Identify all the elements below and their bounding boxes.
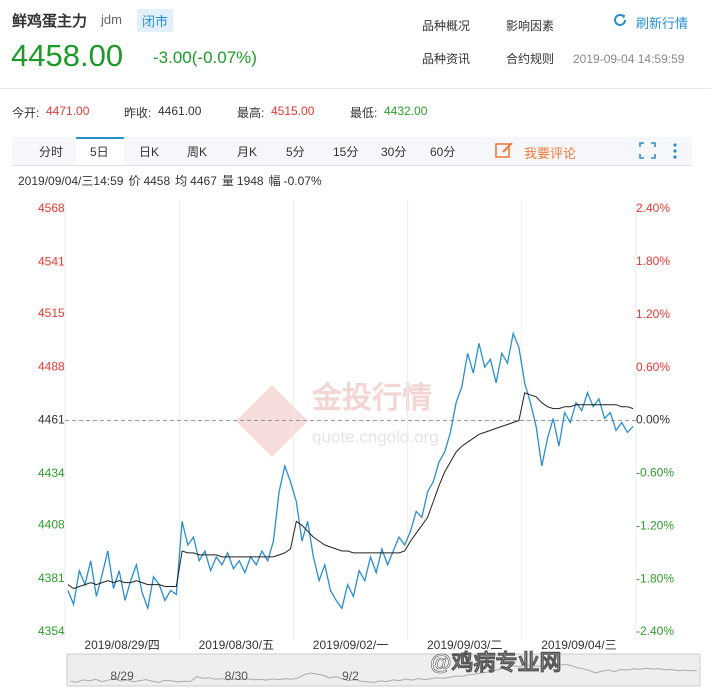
y2-tick-label: -1.80% bbox=[636, 571, 674, 585]
y2-tick-label: -2.40% bbox=[636, 624, 674, 638]
code: jdm bbox=[101, 12, 122, 27]
x-tick-label: 2019/09/02/一 bbox=[313, 638, 388, 652]
price: 4458.00 bbox=[11, 38, 124, 73]
y-tick-label: 4541 bbox=[38, 255, 65, 269]
link[interactable]: 品种概况 bbox=[422, 19, 471, 33]
tab[interactable]: 分时 bbox=[39, 145, 64, 159]
active-tab[interactable] bbox=[76, 137, 124, 165]
info-item: 量 bbox=[221, 174, 234, 188]
y-tick-label: 4515 bbox=[38, 306, 65, 320]
info-item: 4467 bbox=[190, 174, 217, 188]
timestamp: 2019-09-04 14:59:59 bbox=[573, 52, 685, 66]
info-line: 2019/09/04/三14:59 价 4458 均 4467 量 1948 幅 -0.07% bbox=[18, 172, 327, 189]
stat-label: 最低: bbox=[350, 106, 378, 120]
status-tag: 闭市 bbox=[137, 9, 174, 32]
x-tick-label: 2019/08/30/五 bbox=[199, 638, 274, 652]
stat-value: 4461.00 bbox=[158, 104, 202, 118]
y-tick-label: 4408 bbox=[38, 517, 65, 531]
tab[interactable]: 30分 bbox=[381, 145, 407, 159]
y-tick-label: 4354 bbox=[38, 624, 65, 638]
refresh-icon[interactable] bbox=[612, 12, 628, 28]
link[interactable]: 品种资讯 bbox=[422, 52, 471, 66]
y2-tick-label: 1.80% bbox=[636, 254, 670, 268]
title: 鲜鸡蛋主力 bbox=[12, 13, 88, 30]
y2-tick-label: 0.60% bbox=[636, 360, 670, 374]
navigator-line bbox=[70, 663, 697, 683]
stat-value: 4432.00 bbox=[384, 104, 428, 118]
divider bbox=[0, 88, 711, 89]
navigator-label: 9/2 bbox=[342, 669, 359, 683]
tool-icons[interactable] bbox=[639, 142, 679, 160]
info-item: 幅 bbox=[268, 174, 281, 188]
y2-tick-label: 2.40% bbox=[636, 201, 670, 215]
info-item: 4458 bbox=[143, 174, 171, 188]
link[interactable]: 合约规则 bbox=[506, 52, 555, 66]
x-tick-label: 2019/08/29/四 bbox=[84, 638, 159, 652]
y2-tick-label: -1.20% bbox=[636, 518, 674, 532]
tab[interactable]: 15分 bbox=[333, 145, 359, 159]
y-tick-label: 4488 bbox=[38, 359, 65, 373]
link[interactable]: 影响因素 bbox=[506, 19, 555, 33]
tab-bar bbox=[12, 137, 692, 166]
y-tick-label: 4434 bbox=[38, 466, 65, 480]
navigator-label: 8/29 bbox=[110, 669, 134, 683]
y-tick-label: 4381 bbox=[38, 571, 65, 585]
y-tick-label: 4461 bbox=[38, 413, 65, 427]
y2-tick-label: -0.60% bbox=[636, 466, 674, 480]
info-item: 2019/09/04/三14:59 bbox=[18, 174, 124, 188]
watermark: @鸡病专业网 bbox=[430, 650, 561, 675]
tab[interactable]: 5日 bbox=[90, 145, 109, 159]
tab[interactable]: 月K bbox=[237, 145, 258, 159]
stat-label: 昨收: bbox=[124, 106, 152, 120]
refresh[interactable]: 刷新行情 bbox=[636, 16, 689, 31]
watermark: 金投行情 bbox=[311, 381, 432, 415]
comment[interactable]: 我要评论 bbox=[524, 146, 577, 161]
change: -3.00(-0.07%) bbox=[153, 48, 257, 67]
price-line bbox=[67, 331, 634, 611]
info-item: 均 bbox=[175, 174, 188, 188]
tab[interactable]: 日K bbox=[139, 145, 160, 159]
stat-label: 今开: bbox=[12, 106, 40, 120]
tab[interactable]: 60分 bbox=[430, 145, 456, 159]
info-item: 1948 bbox=[236, 174, 264, 188]
y-tick-label: 4568 bbox=[38, 201, 65, 215]
price-line bbox=[67, 392, 634, 590]
watermark: quote.cngold.org bbox=[312, 427, 439, 446]
tab[interactable]: 5分 bbox=[286, 145, 305, 159]
info-item: 价 bbox=[128, 174, 141, 188]
comment-icon[interactable] bbox=[495, 141, 515, 159]
y2-tick-label: 0.00% bbox=[636, 413, 670, 427]
stat-value: 4515.00 bbox=[271, 104, 315, 118]
info-item: -0.07% bbox=[283, 174, 322, 188]
x-tick-label: 2019/09/03/二 bbox=[427, 638, 502, 652]
navigator-label: 8/30 bbox=[225, 669, 249, 683]
x-tick-label: 2019/09/04/三 bbox=[541, 638, 616, 652]
y2-tick-label: 1.20% bbox=[636, 307, 670, 321]
tab[interactable]: 周K bbox=[187, 145, 208, 159]
stat-value: 4471.00 bbox=[46, 104, 90, 118]
stat-label: 最高: bbox=[237, 106, 265, 120]
